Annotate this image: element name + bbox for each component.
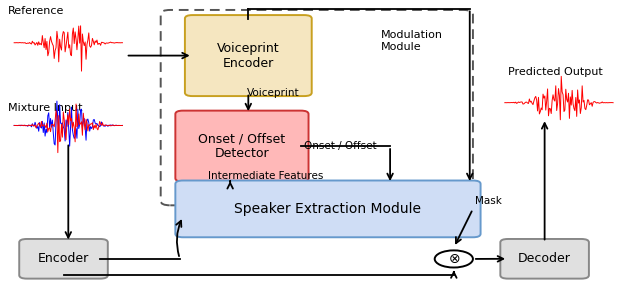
Circle shape xyxy=(435,250,473,268)
Text: $\otimes$: $\otimes$ xyxy=(447,252,460,266)
Text: Mixture Input: Mixture Input xyxy=(8,103,83,113)
FancyBboxPatch shape xyxy=(175,181,481,237)
Text: Intermediate Features: Intermediate Features xyxy=(209,170,324,181)
FancyBboxPatch shape xyxy=(185,15,312,96)
Text: Decoder: Decoder xyxy=(518,252,571,265)
Text: Onset / Offset
Detector: Onset / Offset Detector xyxy=(198,132,285,160)
FancyBboxPatch shape xyxy=(175,111,308,182)
Text: Encoder: Encoder xyxy=(38,252,89,265)
Text: Mask: Mask xyxy=(475,196,502,206)
Text: Voiceprint: Voiceprint xyxy=(246,88,300,98)
Text: Onset / Offset: Onset / Offset xyxy=(304,141,377,151)
Text: Modulation
Module: Modulation Module xyxy=(381,30,442,52)
FancyBboxPatch shape xyxy=(19,239,108,278)
FancyBboxPatch shape xyxy=(500,239,589,278)
Text: Reference: Reference xyxy=(8,6,64,16)
Text: Predicted Output: Predicted Output xyxy=(508,67,603,77)
Text: Voiceprint
Encoder: Voiceprint Encoder xyxy=(217,41,280,70)
Text: Speaker Extraction Module: Speaker Extraction Module xyxy=(234,202,422,216)
